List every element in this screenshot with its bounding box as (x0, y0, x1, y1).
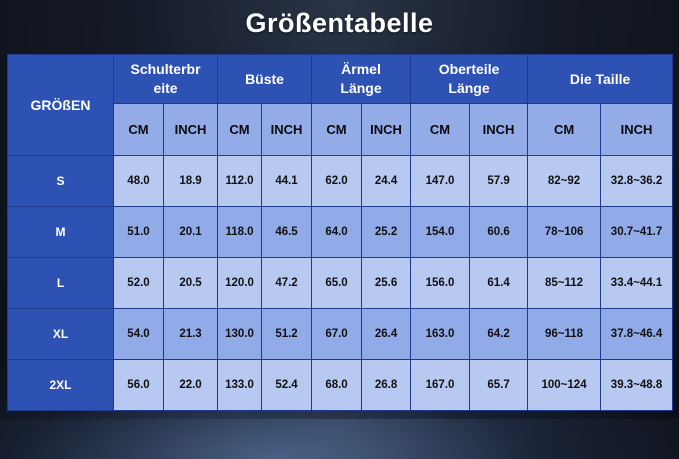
size-cell: L (7, 257, 114, 309)
value-cell: 33.4~44.1 (600, 257, 674, 309)
value-cell: 26.8 (361, 359, 412, 411)
header-row-units: CM INCH CM INCH CM INCH CM INCH CM INCH (8, 103, 674, 156)
value-cell: 39.3~48.8 (600, 359, 674, 411)
value-cell: 20.1 (162, 206, 219, 258)
value-cell: 47.2 (261, 257, 313, 309)
header-row-groups: GRÖßEN Schulterbr eite Büste Ärmel Länge… (7, 54, 674, 156)
value-cell: 64.2 (469, 308, 529, 360)
table-row: S 48.0 18.9 112.0 44.1 62.0 24.4 147.0 5… (7, 155, 674, 207)
value-cell: 62.0 (311, 155, 363, 207)
value-cell: 54.0 (113, 308, 164, 360)
unit-inch: INCH (162, 103, 219, 156)
value-cell: 133.0 (217, 359, 263, 411)
unit-cm: CM (113, 103, 164, 156)
group-header-top-length: Oberteile Länge (410, 54, 529, 104)
value-cell: 120.0 (217, 257, 263, 309)
group-header-line: Büste (245, 70, 284, 87)
value-cell: 46.5 (261, 206, 313, 258)
group-header-line: Ärmel (341, 61, 381, 77)
value-cell: 60.6 (469, 206, 529, 258)
table-row: 2XL 56.0 22.0 133.0 52.4 68.0 26.8 167.0… (7, 359, 674, 411)
unit-cm: CM (311, 103, 363, 156)
value-cell: 57.9 (469, 155, 529, 207)
unit-inch: INCH (600, 103, 674, 156)
group-header-line: Länge (448, 80, 490, 96)
value-cell: 65.7 (469, 359, 529, 411)
value-cell: 37.8~46.4 (600, 308, 674, 360)
unit-cm: CM (217, 103, 263, 156)
unit-inch: INCH (261, 103, 313, 156)
group-header-line: Schulterbr (130, 61, 201, 77)
value-cell: 85~112 (527, 257, 602, 309)
value-cell: 61.4 (469, 257, 529, 309)
value-cell: 100~124 (527, 359, 602, 411)
value-cell: 25.6 (361, 257, 412, 309)
group-header-line: Die Taille (569, 70, 631, 87)
unit-inch: INCH (469, 103, 529, 156)
value-cell: 147.0 (410, 155, 471, 207)
value-cell: 156.0 (410, 257, 471, 309)
table-row: L 52.0 20.5 120.0 47.2 65.0 25.6 156.0 6… (7, 257, 674, 309)
value-cell: 24.4 (361, 155, 412, 207)
group-header-sleeve: Ärmel Länge (311, 54, 412, 104)
table-row: M 51.0 20.1 118.0 46.5 64.0 25.2 154.0 6… (7, 206, 674, 258)
value-cell: 64.0 (311, 206, 363, 258)
value-cell: 78~106 (527, 206, 602, 258)
group-header-waist: Die Taille (527, 54, 674, 104)
size-chart-table: GRÖßEN Schulterbr eite Büste Ärmel Länge… (7, 54, 674, 411)
value-cell: 48.0 (113, 155, 164, 207)
value-cell: 56.0 (113, 359, 164, 411)
unit-cm: CM (527, 103, 602, 156)
value-cell: 154.0 (410, 206, 471, 258)
value-cell: 67.0 (311, 308, 363, 360)
value-cell: 32.8~36.2 (600, 155, 674, 207)
size-cell: S (7, 155, 114, 207)
value-cell: 22.0 (162, 359, 219, 411)
group-header-shoulder: Schulterbr eite (112, 54, 219, 104)
size-header: GRÖßEN (7, 54, 114, 156)
value-cell: 52.0 (113, 257, 164, 309)
group-header-line: Oberteile (438, 61, 500, 77)
value-cell: 118.0 (217, 206, 263, 258)
group-header-line: Länge (340, 80, 382, 96)
size-cell: M (7, 206, 114, 258)
size-cell: XL (7, 308, 114, 360)
value-cell: 44.1 (261, 155, 313, 207)
value-cell: 82~92 (527, 155, 602, 207)
table-row: XL 54.0 21.3 130.0 51.2 67.0 26.4 163.0 … (7, 308, 674, 360)
value-cell: 30.7~41.7 (600, 206, 674, 258)
value-cell: 163.0 (410, 308, 471, 360)
value-cell: 51.2 (261, 308, 313, 360)
value-cell: 167.0 (410, 359, 471, 411)
size-cell: 2XL (7, 359, 114, 411)
value-cell: 25.2 (361, 206, 412, 258)
value-cell: 96~118 (527, 308, 602, 360)
value-cell: 112.0 (217, 155, 263, 207)
value-cell: 52.4 (261, 359, 313, 411)
group-header-line: eite (153, 80, 178, 96)
unit-cm: CM (410, 103, 471, 156)
value-cell: 20.5 (162, 257, 219, 309)
page-title: Größentabelle (245, 8, 434, 38)
value-cell: 21.3 (162, 308, 219, 360)
unit-inch: INCH (361, 103, 412, 156)
value-cell: 51.0 (113, 206, 164, 258)
value-cell: 68.0 (311, 359, 363, 411)
value-cell: 18.9 (162, 155, 219, 207)
value-cell: 65.0 (311, 257, 363, 309)
table-body: S 48.0 18.9 112.0 44.1 62.0 24.4 147.0 5… (7, 155, 674, 411)
value-cell: 130.0 (217, 308, 263, 360)
value-cell: 26.4 (361, 308, 412, 360)
group-header-bust: Büste (217, 54, 313, 104)
